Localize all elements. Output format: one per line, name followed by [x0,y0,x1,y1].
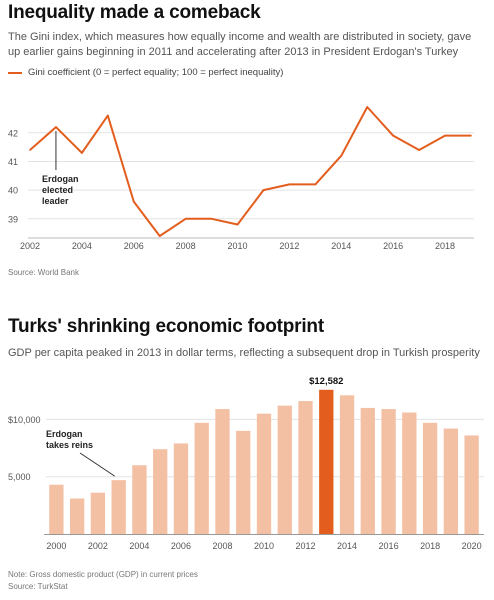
x-tick-label: 2018 [420,541,440,551]
y-tick-label: 39 [8,214,18,224]
chart1-legend: Gini coefficient (0 = perfect equality; … [8,67,283,78]
x-tick-label: 2006 [171,541,191,551]
x-tick-label: 2016 [383,241,403,251]
x-tick-label: 2004 [129,541,149,551]
x-tick-label: 2006 [124,241,144,251]
x-tick-label: 2014 [337,541,357,551]
x-tick-label: 2020 [462,541,482,551]
x-tick-label: 2002 [20,241,40,251]
annotation-text: Erdogan [46,429,83,439]
y-tick-label: 40 [8,186,18,196]
x-tick-label: 2012 [279,241,299,251]
x-tick-label: 2008 [212,541,232,551]
gini-data-point [210,218,213,220]
gdp-bar [215,409,230,534]
chart2-title: Turks' shrinking economic footprint [8,316,324,337]
gini-data-point [29,149,31,151]
gdp-bar [236,430,251,534]
gdp-bar [111,480,126,534]
gdp-bar-chart: 5,000 $10,000 2000 2002 2004 2006 2008 2010 2012… [8,376,484,551]
gdp-bar [194,422,209,534]
gini-data-point [418,149,420,151]
annotation-text: Erdogan [42,174,79,184]
chart2-subtitle: GDP per capita peaked in 2013 in dollar … [8,347,480,359]
gini-data-point [262,189,265,191]
gdp-bar [381,409,396,534]
gini-data-point [288,183,291,186]
gdp-bar [132,465,147,534]
gdp-bar [360,407,375,534]
gini-data-point [392,134,394,137]
chart1-title: Inequality made a comeback [8,2,261,23]
chart2-note: Note: Gross domestic product (GDP) in cu… [8,570,198,579]
gini-data-point [81,152,83,154]
gini-data-point [444,134,446,137]
annotation-text: takes reins [46,440,93,450]
gini-data-point [184,218,187,220]
gdp-bar [277,405,292,534]
legend-label: Gini coefficient (0 = perfect equality; … [28,67,284,78]
x-tick-label: 2002 [88,541,108,551]
gdp-bar [69,498,85,534]
x-tick-label: 2014 [331,241,351,251]
gdp-bar [173,443,189,534]
gdp-bar [49,484,64,534]
x-tick-label: 2010 [254,541,274,551]
x-tick-label: 2016 [379,541,399,551]
annotation-text: leader [42,196,69,206]
x-tick-label: 2008 [176,241,196,251]
gini-data-point [470,134,472,137]
gdp-bar [422,422,438,534]
gdp-bar [298,401,313,534]
gdp-bar [402,412,417,534]
gdp-bar [464,435,479,534]
gini-data-point [132,200,135,203]
x-tick-label: 2018 [435,241,455,251]
gini-data-point [314,183,317,186]
gdp-bar [443,428,459,534]
gdp-bar [256,413,272,534]
y-tick-label: 5,000 [8,472,31,482]
gini-line-chart: 39 40 41 42 2002 2004 2006 2008 2010 2012 2014 2016… [8,106,474,251]
x-tick-label: 2012 [296,541,316,551]
x-tick-label: 2010 [228,241,248,251]
y-tick-label: 42 [8,128,18,138]
chart2-source: Source: TurkStat [8,582,68,591]
legend-line-swatch [8,71,22,74]
x-tick-label: 2000 [46,541,66,551]
gini-series-line [29,106,471,237]
gdp-bar [153,449,168,534]
gini-data-point [236,223,239,226]
chart1-source: Source: World Bank [8,268,79,277]
y-tick-label: 41 [8,157,18,167]
chart1-subtitle: The Gini index, which measures how equal… [8,31,472,58]
peak-value-label: $12,582 [309,376,343,387]
gdp-bar [339,395,355,534]
x-tick-label: 2004 [72,241,92,251]
gini-data-point [55,126,57,128]
annotation-text: elected [42,185,73,195]
gdp-bar-peak [319,389,334,534]
gini-data-point [366,106,369,108]
gdp-bar [90,492,106,534]
gini-data-point [107,114,109,117]
gini-data-point [158,235,161,237]
gini-data-point [340,154,343,157]
annotation-leader-line [79,452,115,477]
y-tick-label: $10,000 [8,415,41,425]
